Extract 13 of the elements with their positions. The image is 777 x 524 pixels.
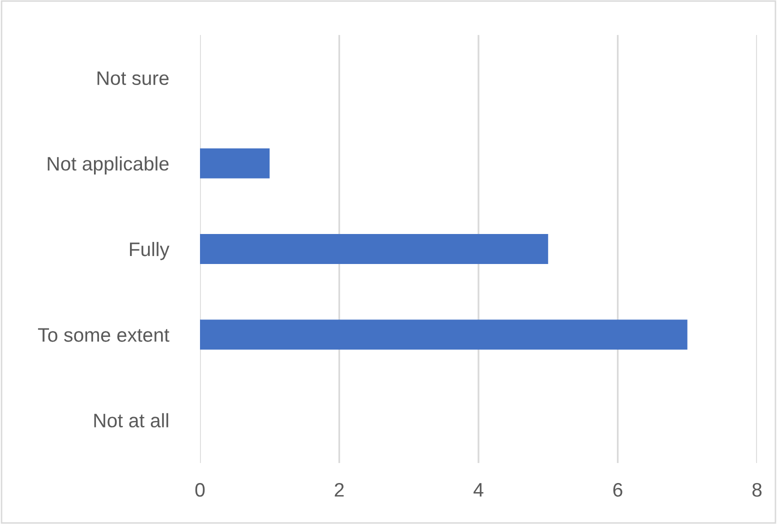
bar: [200, 320, 688, 350]
bar: [200, 234, 548, 264]
y-tick-label: Fully: [130, 242, 170, 260]
bar: [200, 148, 270, 178]
x-tick-label: 6: [613, 482, 622, 497]
y-tick-label: Not at all: [94, 413, 168, 428]
y-tick-label: Not sure: [98, 71, 169, 86]
x-tick-label: 2: [334, 482, 344, 497]
x-tick-label: 4: [474, 483, 484, 497]
x-tick-label: 0: [195, 482, 205, 497]
x-tick-label: 8: [752, 482, 762, 497]
y-tick-label: Not applicable: [48, 156, 169, 174]
y-tick-label: To some extent: [38, 328, 170, 342]
